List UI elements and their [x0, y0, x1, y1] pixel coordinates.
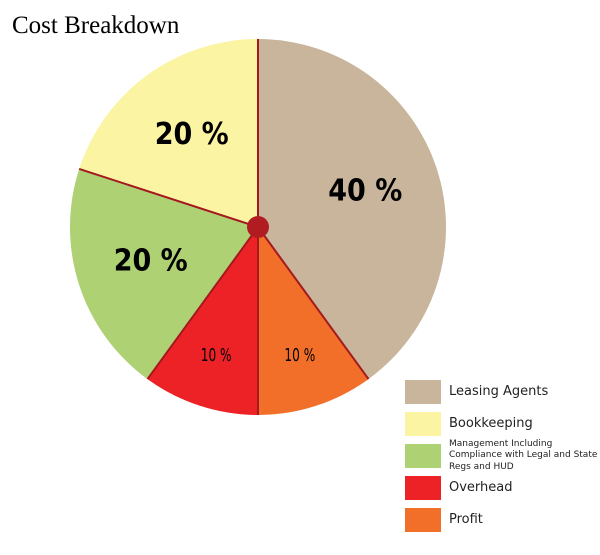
- legend-item: Bookkeeping: [405, 408, 600, 440]
- data-label: 10 %: [201, 344, 232, 365]
- data-label: 20 %: [155, 117, 229, 152]
- data-label: 20 %: [114, 243, 188, 278]
- legend-swatch: [405, 444, 441, 468]
- legend: Leasing Agents Bookkeeping Management Incl…: [405, 376, 600, 536]
- data-label: 40 %: [328, 174, 402, 209]
- legend-item: Profit: [405, 504, 600, 536]
- slice-border: [78, 167, 259, 228]
- legend-label: Profit: [449, 511, 483, 527]
- center-dot: [247, 216, 269, 238]
- slice-border: [257, 226, 370, 380]
- legend-item: Management Including Compliance with Leg…: [405, 439, 600, 472]
- pie-slice: [258, 227, 369, 415]
- pie-slice: [69, 168, 258, 380]
- legend-swatch: [405, 508, 441, 532]
- legend-label: Management Including Compliance with Leg…: [449, 439, 598, 472]
- legend-item: Leasing Agents: [405, 376, 600, 408]
- legend-label: Overhead: [449, 479, 513, 495]
- legend-swatch: [405, 412, 441, 436]
- legend-item: Overhead: [405, 472, 600, 504]
- pie-slice: [79, 39, 258, 227]
- slice-border: [146, 226, 259, 380]
- pie-slice: [258, 39, 446, 380]
- legend-label: Bookkeeping: [449, 415, 533, 431]
- pie-slice: [147, 227, 258, 415]
- chart-title: Cost Breakdown: [12, 12, 180, 39]
- legend-swatch: [405, 380, 441, 404]
- data-label: 10 %: [284, 344, 315, 365]
- legend-label: Leasing Agents: [449, 383, 549, 399]
- legend-swatch: [405, 476, 441, 500]
